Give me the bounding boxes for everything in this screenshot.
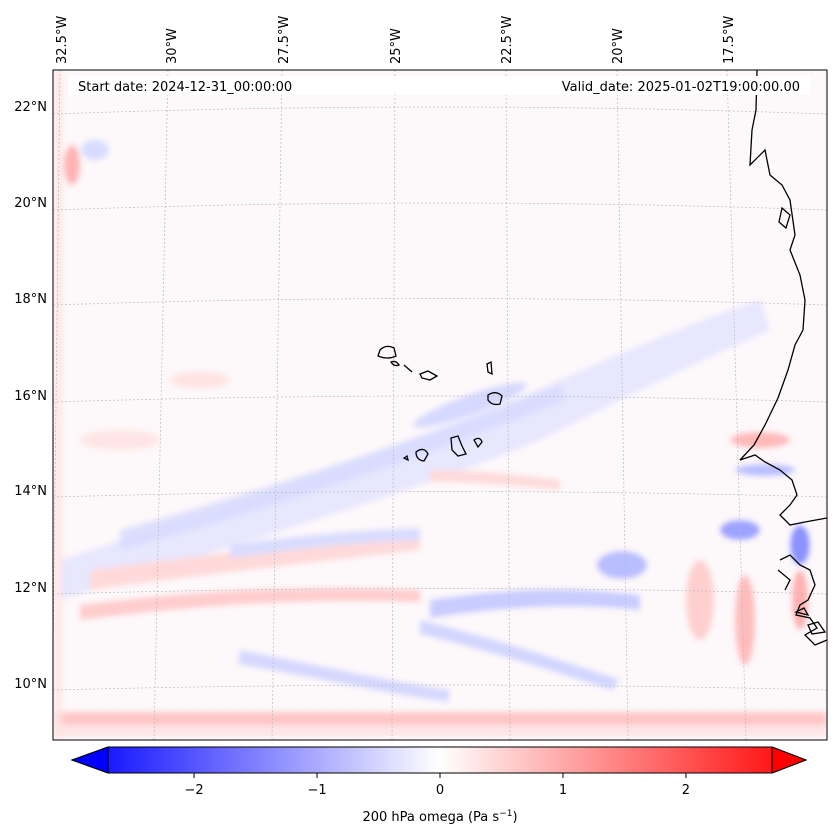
lon-label: 20°W xyxy=(611,28,626,64)
colorbar-label: 200 hPa omega (Pa s−1) xyxy=(362,809,517,825)
lon-label: 30°W xyxy=(165,28,180,64)
map-frame xyxy=(52,69,828,741)
date-label-box xyxy=(68,76,810,95)
colorbar-tick-label: 2 xyxy=(682,783,690,798)
lon-label: 27.5°W xyxy=(277,16,292,64)
colorbar-tick-label: −2 xyxy=(184,783,203,798)
colorbar: −2 −1 0 1 2 200 hPa omega (Pa s−1) xyxy=(70,746,808,825)
lat-label: 12°N xyxy=(14,581,47,596)
lat-label: 16°N xyxy=(14,389,47,404)
colorbar-tick-label: 1 xyxy=(559,783,567,798)
lat-label: 14°N xyxy=(14,484,47,499)
valid-date-label: Valid_date: 2025-01-02T19:00:00.00 xyxy=(562,80,800,95)
lon-label: 32.5°W xyxy=(55,16,70,64)
cape-verde-islands xyxy=(377,345,503,462)
omega-field xyxy=(53,70,827,740)
colorbar-min-extend xyxy=(70,746,109,774)
colorbar-tick-label: −1 xyxy=(307,783,326,798)
coastline xyxy=(739,70,827,646)
lat-label: 22°N xyxy=(14,100,47,115)
start-date-label: Start date: 2024-12-31_00:00:00 xyxy=(78,80,292,95)
lon-label: 17.5°W xyxy=(722,16,737,64)
lon-label: 25°W xyxy=(389,28,404,64)
colorbar-ticks: −2 −1 0 1 2 xyxy=(184,773,690,798)
colorbar-bar xyxy=(70,746,808,774)
lat-label: 18°N xyxy=(14,292,47,307)
lat-label: 10°N xyxy=(14,677,47,692)
lat-label: 20°N xyxy=(14,196,47,211)
colorbar-tick-label: 0 xyxy=(436,783,444,798)
colorbar-max-extend xyxy=(771,746,808,774)
latitude-labels: 22°N 20°N 18°N 16°N 14°N 12°N 10°N xyxy=(14,100,47,692)
lon-label: 22.5°W xyxy=(500,16,515,64)
longitude-labels: 32.5°W 30°W 27.5°W 25°W 22.5°W 20°W 17.5… xyxy=(55,16,737,64)
